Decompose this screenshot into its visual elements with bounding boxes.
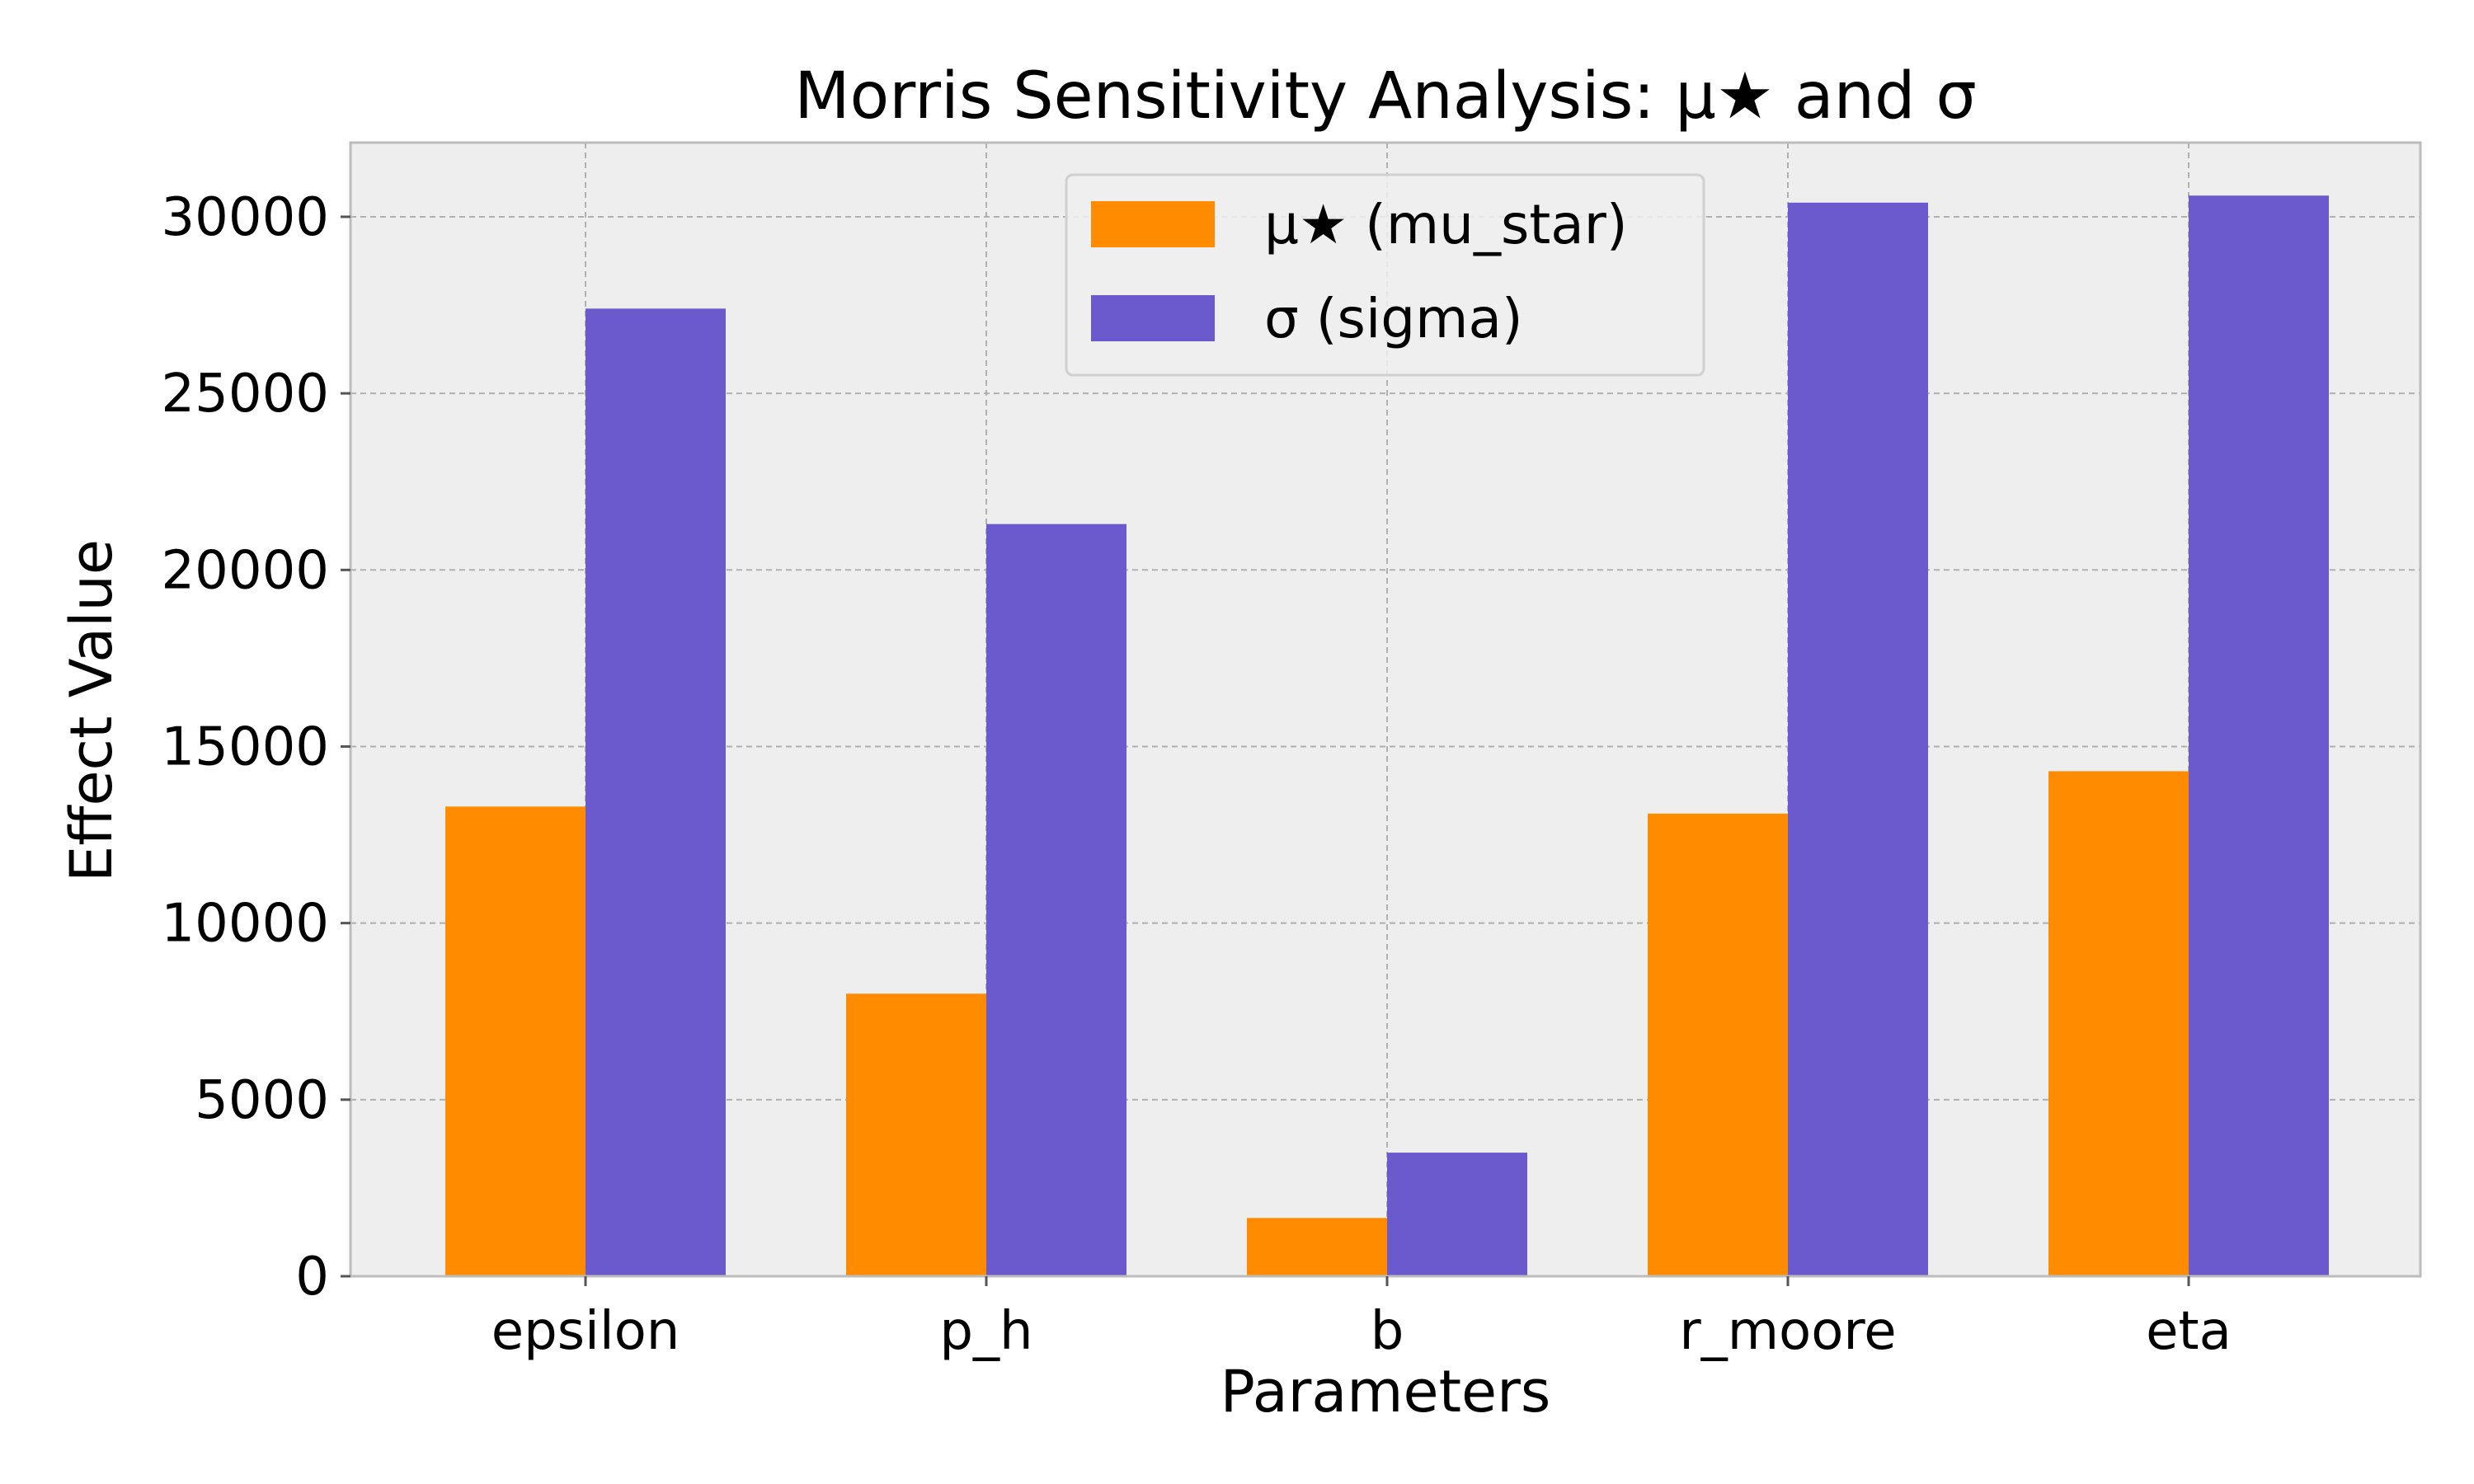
y-tick-label: 20000 — [161, 540, 329, 601]
legend: μ★ (mu_star) σ (sigma) — [1065, 173, 1705, 377]
bar-sigma-r-moore — [1788, 202, 1928, 1276]
bar-mu-star-p-h — [846, 993, 986, 1276]
x-tick-label-eta: eta — [2146, 1301, 2232, 1362]
x-tick-label-epsilon: epsilon — [492, 1301, 680, 1362]
legend-label-sigma: σ (sigma) — [1264, 287, 1523, 350]
x-tick-label-p-h: p_h — [939, 1301, 1032, 1362]
x-tick-label-r-moore: r_moore — [1679, 1301, 1896, 1362]
bar-mu-star-b — [1247, 1218, 1387, 1276]
y-tick-label: 25000 — [161, 364, 329, 425]
bar-sigma-epsilon — [586, 308, 726, 1276]
bar-mu-star-epsilon — [445, 806, 586, 1276]
bar-sigma-eta — [2189, 195, 2329, 1277]
legend-box — [1065, 173, 1705, 377]
y-tick-label: 30000 — [161, 187, 329, 248]
x-axis-label: Parameters — [1221, 1358, 1551, 1425]
plot-frame — [349, 141, 2422, 1278]
y-tick-label: 0 — [295, 1247, 329, 1308]
bar-mu-star-eta — [2048, 771, 2189, 1276]
y-axis-ticks: 0 5000 10000 15000 20000 25000 30000 — [161, 187, 350, 1308]
x-axis-ticks: epsilon p_h b r_moore eta — [492, 1276, 2232, 1362]
y-tick-label: 15000 — [161, 716, 329, 777]
legend-swatch-sigma — [1091, 295, 1215, 341]
chart-title: Morris Sensitivity Analysis: μ★ and σ — [794, 59, 1977, 134]
bar-sigma-b — [1387, 1153, 1527, 1276]
bar-sigma-p-h — [986, 524, 1126, 1276]
legend-swatch-mu-star — [1091, 201, 1215, 247]
y-tick-label: 10000 — [161, 894, 329, 955]
x-tick-label-b: b — [1371, 1301, 1404, 1362]
bar-mu-star-r-moore — [1648, 813, 1788, 1276]
bars — [445, 195, 2329, 1277]
y-tick-label: 5000 — [195, 1070, 329, 1131]
legend-label-mu-star: μ★ (mu_star) — [1264, 193, 1628, 256]
y-axis-label: Effect Value — [58, 539, 125, 882]
